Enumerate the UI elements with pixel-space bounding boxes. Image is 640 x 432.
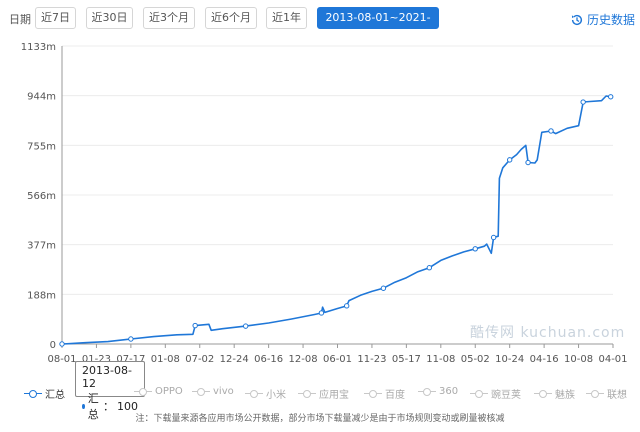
legend-label: 联想	[607, 390, 627, 401]
legend-item-yingyongbao[interactable]: 应用宝	[298, 386, 349, 401]
legend-marker-icon	[245, 389, 263, 399]
legend-label: 360	[439, 386, 459, 397]
legend-item-wandoujia[interactable]: 豌豆荚	[470, 386, 521, 401]
range-custom-button[interactable]: 2013-08-01~2021-04-16	[317, 7, 439, 44]
legend-marker-icon	[134, 387, 152, 397]
legend-marker-icon	[298, 389, 316, 399]
y-tick-label: 1133m	[21, 42, 56, 53]
legend-marker-icon	[586, 389, 604, 399]
series-point	[490, 234, 497, 241]
legend-marker-icon	[364, 389, 382, 399]
y-tick-label: 755m	[27, 141, 56, 152]
x-tick-label: 12-08	[289, 354, 318, 365]
series-point	[242, 323, 249, 329]
history-data-label: 历史数据	[587, 13, 636, 27]
legend-label: 魅族	[555, 390, 575, 401]
x-tick-label: 06-16	[254, 354, 283, 365]
legend-item-baidu[interactable]: 百度	[364, 386, 405, 401]
y-tick-label: 944m	[27, 92, 56, 103]
legend-label: 豌豆荚	[491, 390, 521, 401]
legend-marker-icon	[470, 389, 488, 399]
x-tick-label: 04-16	[530, 354, 559, 365]
x-tick-label: 04-01	[598, 354, 627, 365]
range-1y-button[interactable]: 近1年	[266, 7, 307, 29]
range-30d-button[interactable]: 近30日	[86, 7, 133, 29]
x-tick-label: 11-08	[426, 354, 455, 365]
watermark: 酷传网 kuchuan.com	[470, 325, 626, 341]
x-tick-label: 01-23	[82, 354, 111, 365]
y-tick-label: 377m	[27, 241, 56, 252]
x-tick-label: 05-17	[392, 354, 421, 365]
series-point	[192, 322, 198, 329]
tooltip-series-label: 汇总	[87, 392, 99, 421]
series-point	[343, 303, 350, 309]
x-tick-label: 10-08	[564, 354, 593, 365]
range-7d-button[interactable]: 近7日	[35, 7, 76, 29]
chart-legend: 汇总 OPPO vivo 小米 应用宝 百度 360 豌豆荚 魅族 联想	[0, 386, 640, 404]
x-tick-label: 12-24	[220, 354, 249, 365]
series-point	[59, 341, 65, 347]
legend-label: OPPO	[155, 386, 183, 397]
series-point	[580, 99, 586, 105]
legend-marker-icon	[534, 389, 552, 399]
x-tick-label: 10-24	[495, 354, 524, 365]
series-point	[525, 159, 531, 166]
series-point	[548, 128, 554, 134]
history-clock-icon	[571, 14, 583, 25]
range-3m-button[interactable]: 近3个月	[143, 7, 195, 29]
legend-marker-icon	[418, 387, 436, 397]
x-tick-label: 01-08	[151, 354, 180, 365]
x-tick-label: 11-23	[357, 354, 386, 365]
chart-tooltip: 2013-08-12 汇总： 100	[75, 361, 145, 421]
series-point	[506, 157, 513, 163]
x-tick-label: 05-02	[461, 354, 490, 365]
y-tick-label: 188m	[27, 290, 56, 301]
series-point	[128, 336, 134, 342]
legend-item-oppo[interactable]: OPPO	[134, 386, 183, 397]
range-6m-button[interactable]: 近6个月	[205, 7, 257, 29]
legend-label: 百度	[385, 390, 405, 401]
x-tick-label: 07-17	[116, 354, 145, 365]
x-tick-label: 07-02	[185, 354, 214, 365]
series-line-total	[61, 95, 611, 345]
y-tick-label: 566m	[27, 191, 56, 202]
tooltip-value: 100	[117, 399, 138, 413]
series-point	[380, 285, 387, 291]
legend-marker-icon	[24, 389, 42, 399]
chart-grid	[61, 45, 613, 345]
x-tick-label: 06-01	[323, 354, 352, 365]
chart-series	[59, 94, 614, 347]
legend-label: vivo	[213, 386, 234, 397]
legend-marker-icon	[192, 387, 210, 397]
y-axis-ticks: 0 188m 377m 566m 755m 944m 1133m	[21, 42, 56, 351]
series-point	[426, 265, 433, 271]
legend-label: 汇总	[45, 390, 65, 401]
toolbar: 日期 近7日 近30日 近3个月 近6个月 近1年 2013-08-01~202…	[0, 0, 640, 44]
legend-item-lenovo[interactable]: 联想	[586, 386, 627, 401]
legend-item-xiaomi[interactable]: 小米	[245, 386, 286, 401]
legend-item-vivo[interactable]: vivo	[192, 386, 234, 397]
legend-item-total[interactable]: 汇总	[24, 386, 65, 401]
legend-label: 应用宝	[319, 390, 349, 401]
x-axis-ticks: 08-01 01-23 07-17 01-08 07-02 12-24 06-16 12-08…	[47, 344, 628, 365]
tooltip-series-dot	[82, 403, 85, 409]
legend-label: 小米	[266, 390, 286, 401]
history-data-link[interactable]: 历史数据	[570, 11, 635, 28]
legend-item-meizu[interactable]: 魅族	[534, 386, 575, 401]
x-tick-label: 08-01	[47, 354, 76, 365]
legend-item-360[interactable]: 360	[418, 386, 458, 397]
series-point	[608, 94, 614, 100]
download-line-chart: 0 188m 377m 566m 755m 944m 1133m 08-01 01-23 07-…	[21, 42, 628, 365]
y-tick-label: 0	[50, 340, 56, 351]
date-label: 日期	[9, 13, 31, 26]
footnote: 注：下载量来源各应用市场公开数据，部分市场下载量减少是由于市场规则变动或刷量被核…	[135, 414, 505, 424]
series-point	[318, 310, 325, 316]
tooltip-date: 2013-08-12	[82, 364, 132, 390]
series-point	[472, 246, 478, 252]
